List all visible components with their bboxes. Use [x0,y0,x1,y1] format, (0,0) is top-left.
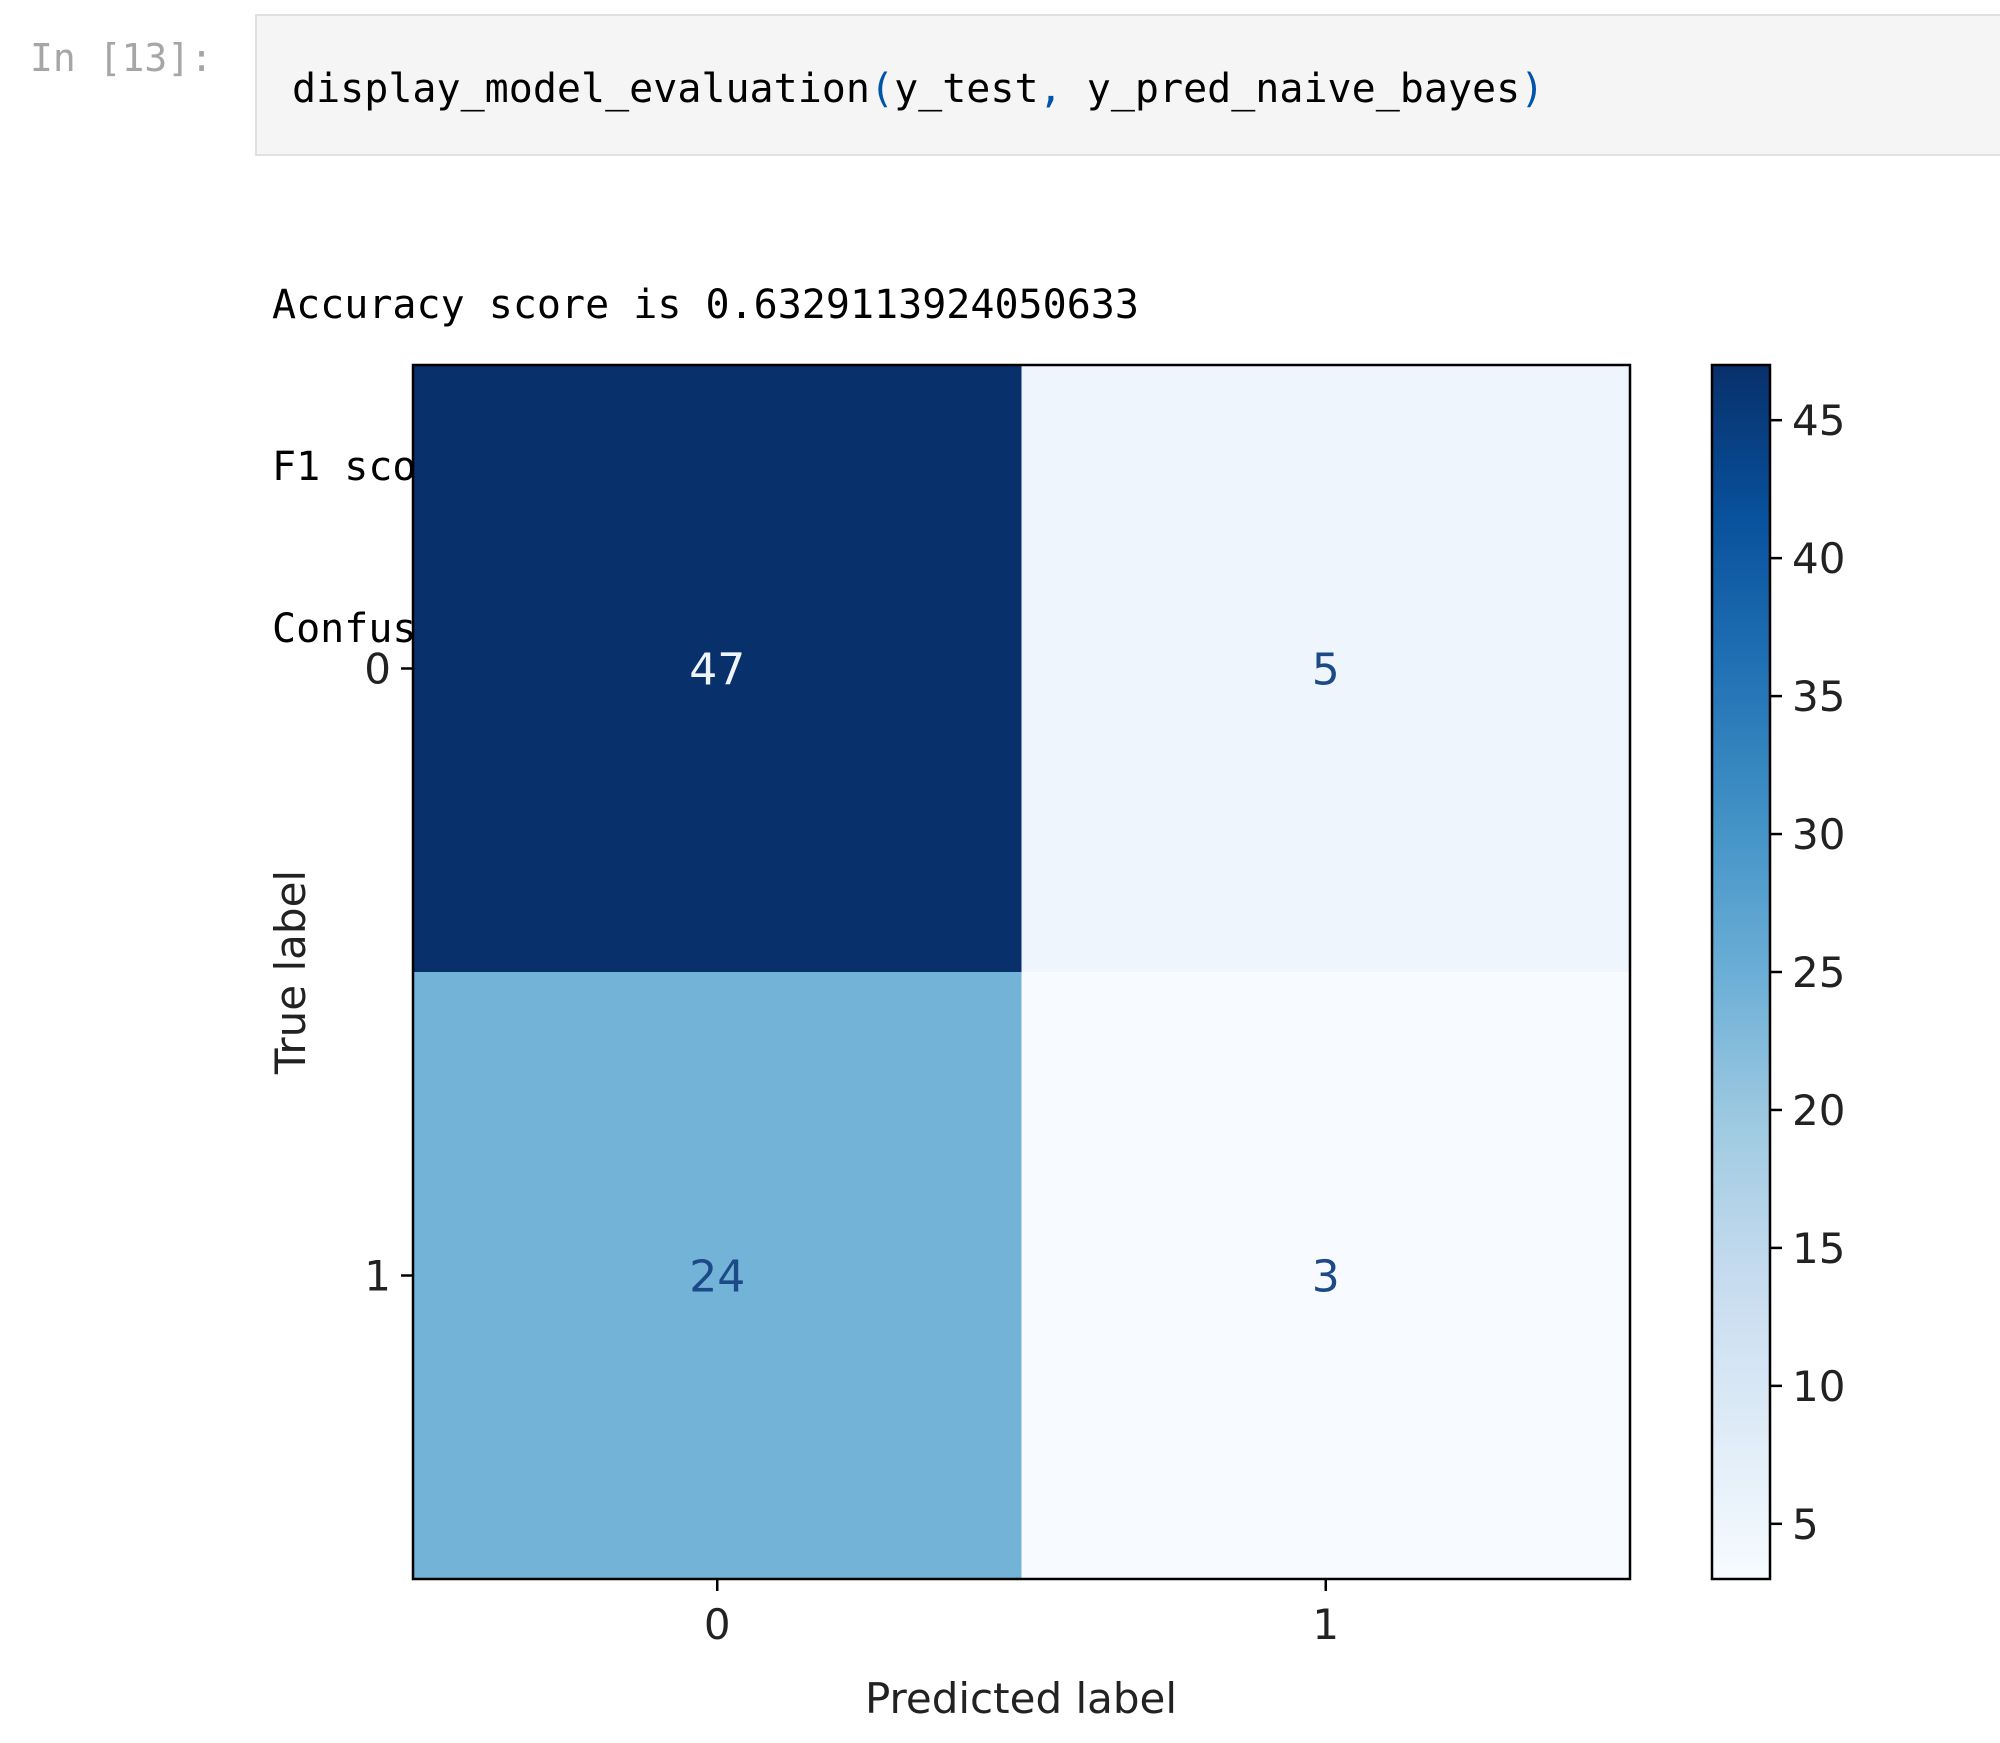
colorbar-tick-label-3: 20 [1792,1086,1845,1135]
cell-prompt: In [13]: [30,36,214,80]
colorbar-tick-label-1: 10 [1792,1362,1845,1411]
y-tick-label-0: 0 [364,645,391,694]
colorbar-tick-label-2: 15 [1792,1224,1845,1273]
colorbar-tick-label-6: 35 [1792,672,1845,721]
code-input-area[interactable]: display_model_evaluation(y_test, y_pred_… [255,14,2000,156]
argument-y-pred: y_pred_naive_bayes [1086,66,1521,112]
colorbar [1710,363,1772,1581]
x-axis-label: Predicted label [865,1674,1177,1723]
code-line: display_model_evaluation(y_test, y_pred_… [292,66,1544,112]
matrix-cell-0-1 [1021,365,1631,973]
matrix-cell-1-0 [413,972,1022,1580]
colorbar-tick-label-4: 25 [1792,948,1845,997]
colorbar-tick-label-5: 30 [1792,810,1845,859]
open-paren: ( [869,66,895,112]
matrix-value-1-1: 3 [1312,1252,1340,1303]
matrix-frame [411,363,1632,1581]
matrix-value-1-0: 24 [689,1252,745,1303]
argument-separator: , [1038,66,1087,112]
y-axis-label: True label [266,870,315,1075]
x-tick-label-1: 1 [1312,1600,1339,1649]
function-name: display_model_evaluation [292,66,870,112]
y-tick-label-1: 1 [364,1252,391,1301]
argument-y-test: y_test [894,66,1039,112]
matrix-cell-1-1 [1021,972,1631,1580]
colorbar-tick-label-0: 5 [1792,1500,1819,1549]
matrix-cell-0-0 [413,365,1022,973]
matrix-value-0-1: 5 [1312,645,1340,696]
x-tick-label-0: 0 [704,1600,731,1649]
close-paren: ) [1520,66,1545,112]
accuracy-line: Accuracy score is 0.6329113924050633 [272,282,1139,328]
colorbar-tick-label-8: 45 [1792,396,1845,445]
colorbar-tick-label-7: 40 [1792,534,1845,583]
matrix-value-0-0: 47 [689,645,745,696]
